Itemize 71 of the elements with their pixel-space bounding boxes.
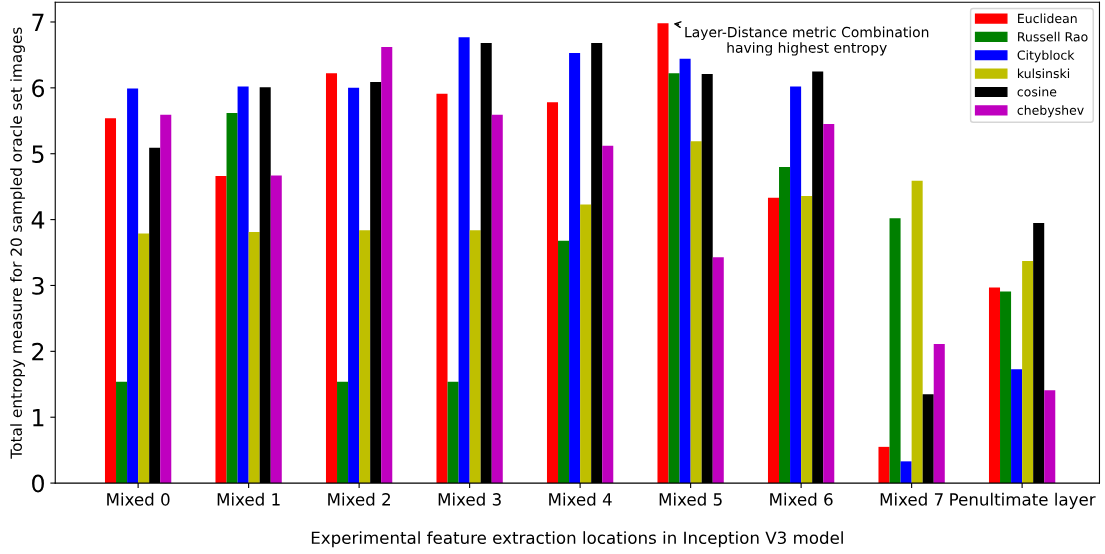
bar: [900, 461, 912, 484]
bar: [104, 118, 117, 484]
x-tick-label: Mixed 5: [659, 492, 722, 506]
bar: [491, 114, 503, 484]
y-tick-label: 1: [33, 408, 44, 427]
x-tick-label: Penultimate layer: [950, 492, 1096, 509]
bar: [878, 446, 890, 484]
bar: [436, 93, 448, 484]
bar: [348, 87, 360, 484]
bar: [458, 37, 470, 484]
legend-label: Cityblock: [1017, 50, 1075, 63]
bar: [546, 102, 559, 484]
bar: [790, 86, 802, 484]
bar: [712, 257, 724, 484]
bar: [359, 230, 371, 484]
bar: [337, 381, 349, 484]
bar: [237, 86, 249, 484]
x-axis-title: Experimental feature extraction locations in Inception V3 model: [311, 531, 843, 548]
bar: [116, 381, 128, 484]
x-tick-label: Mixed 2: [328, 492, 390, 506]
bar: [127, 88, 139, 484]
x-tick-label: Mixed 7: [880, 492, 943, 506]
bar: [602, 145, 614, 484]
y-tick-label: 2: [32, 342, 44, 361]
bar: [889, 218, 901, 484]
bar: [690, 141, 702, 484]
bar: [823, 124, 835, 484]
bar: [226, 112, 238, 484]
legend-label: Euclidean: [1018, 13, 1077, 24]
y-tick-label: 3: [32, 276, 44, 295]
y-tick-label: 4: [31, 211, 45, 229]
bar: [767, 197, 780, 484]
bar: [381, 47, 393, 484]
bar: [248, 232, 260, 484]
legend-label: chebyshev: [1017, 105, 1084, 118]
bar: [1011, 369, 1023, 484]
bar: [1044, 390, 1056, 484]
x-tick-label: Mixed 4: [549, 492, 612, 506]
y-tick-label: 0: [32, 474, 44, 493]
bar: [779, 166, 791, 484]
bar: [215, 176, 227, 484]
bar: [911, 180, 923, 484]
bar: [679, 58, 691, 484]
bar: [988, 287, 1001, 484]
bar: [933, 344, 945, 484]
x-tick-label: Mixed 0: [107, 492, 170, 506]
bar: [558, 240, 570, 484]
bar: [801, 195, 813, 484]
bar: [657, 23, 669, 484]
legend-label: Russell Rao: [1018, 31, 1088, 42]
legend-label: kulsinski: [1017, 68, 1070, 79]
x-tick-label: Mixed 3: [438, 492, 501, 506]
y-axis-title: Total entropy measure for 20 sampled oracle set images: [10, 27, 25, 459]
bar: [160, 114, 172, 484]
bar: [270, 175, 282, 484]
legend-label: cosine: [1017, 86, 1057, 97]
bar: [580, 204, 592, 484]
annotation: Layer-Distance metric Combination having highest entropy: [685, 26, 929, 56]
bar: [1000, 291, 1012, 484]
y-tick-label: 5: [32, 145, 44, 164]
bar: [1022, 261, 1034, 484]
y-tick-label: 6: [32, 79, 45, 98]
bar: [447, 381, 459, 484]
y-tick-label: 7: [32, 13, 44, 31]
bar: [325, 73, 338, 484]
bar: [569, 52, 581, 484]
bar: [469, 230, 481, 484]
x-tick-label: Mixed 1: [217, 492, 280, 506]
bar: [668, 73, 680, 484]
bar: [138, 233, 150, 484]
x-tick-label: Mixed 6: [770, 492, 833, 506]
